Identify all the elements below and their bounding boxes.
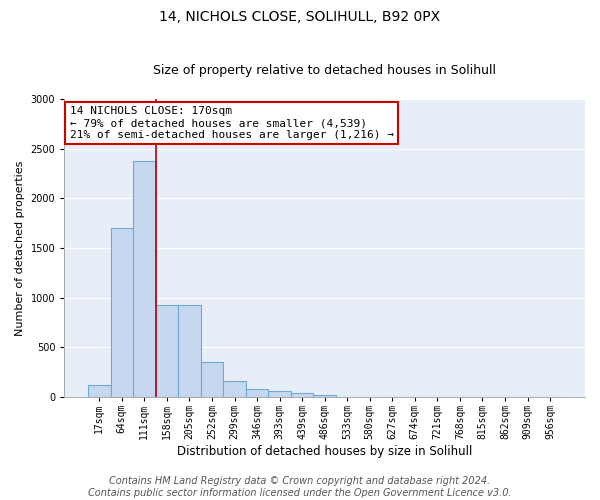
Bar (155, 306, 178, 397)
Text: 14, NICHOLS CLOSE, SOLIHULL, B92 0PX: 14, NICHOLS CLOSE, SOLIHULL, B92 0PX (160, 10, 440, 24)
Bar (200, 362, 223, 397)
Bar (178, 306, 200, 397)
Bar (223, 382, 246, 397)
X-axis label: Distribution of detached houses by size in Solihull: Distribution of detached houses by size … (177, 444, 472, 458)
Title: Size of property relative to detached houses in Solihull: Size of property relative to detached ho… (153, 64, 496, 77)
Bar (268, 392, 291, 397)
Bar (110, 228, 133, 397)
Bar (291, 394, 313, 397)
Bar (246, 389, 268, 397)
Text: 14 NICHOLS CLOSE: 170sqm
← 79% of detached houses are smaller (4,539)
21% of sem: 14 NICHOLS CLOSE: 170sqm ← 79% of detach… (70, 106, 394, 140)
Y-axis label: Number of detached properties: Number of detached properties (15, 160, 25, 336)
Text: Contains HM Land Registry data © Crown copyright and database right 2024.
Contai: Contains HM Land Registry data © Crown c… (88, 476, 512, 498)
Bar (313, 395, 336, 397)
Bar (133, 160, 155, 397)
Bar (88, 385, 110, 397)
